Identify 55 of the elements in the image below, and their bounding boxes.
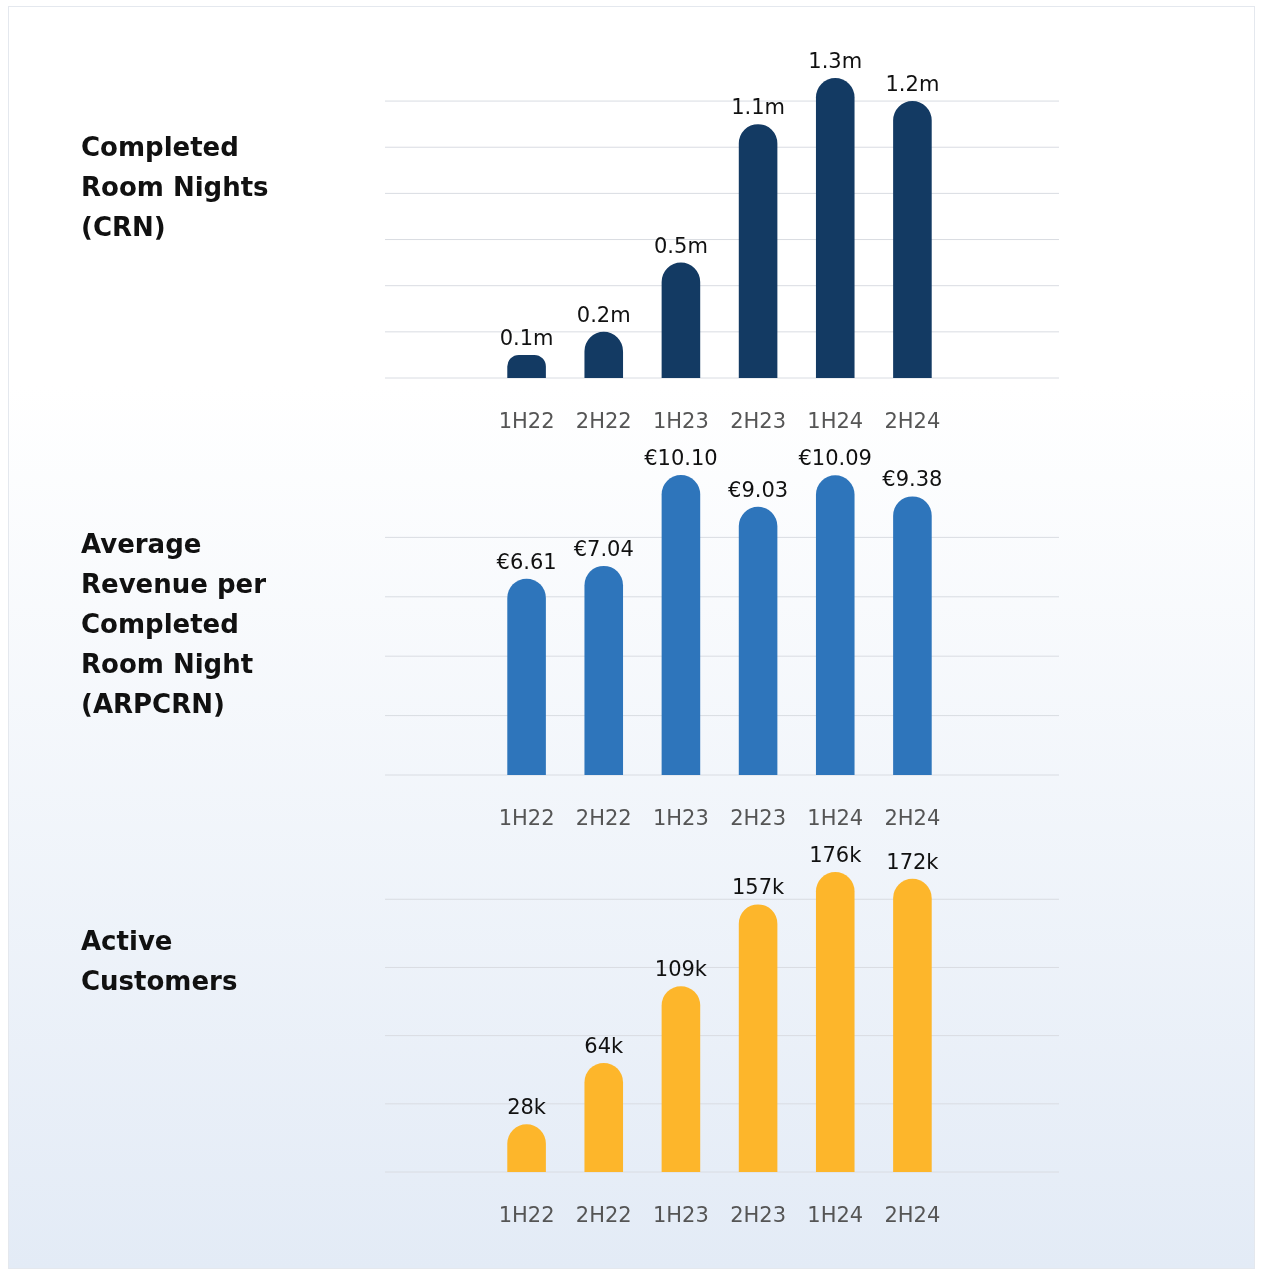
bar: [584, 565, 624, 775]
bar: [738, 124, 778, 378]
bar: [815, 872, 855, 1172]
data-label: €6.61: [496, 549, 557, 574]
bar: [661, 475, 701, 775]
data-label: €9.38: [882, 467, 943, 492]
data-label: 28k: [507, 1095, 547, 1120]
data-label: 0.1m: [499, 325, 554, 350]
bar: [815, 78, 855, 378]
x-tick-label: 1H24: [807, 806, 864, 831]
data-label: 172k: [886, 849, 940, 874]
data-label: €7.04: [573, 536, 634, 561]
bar: [893, 101, 932, 378]
data-label: €10.09: [798, 446, 872, 471]
data-label: 1.2m: [885, 72, 940, 97]
data-label: 1.1m: [731, 95, 786, 120]
bar: [507, 354, 546, 378]
bar: [738, 904, 778, 1172]
x-tick-label: 2H22: [575, 409, 632, 434]
x-tick-label: 2H23: [730, 409, 787, 434]
bar: [661, 262, 701, 378]
y-axis-title: Completed Room Nights (CRN): [81, 132, 269, 242]
y-axis-title: Average Revenue per Completed Room Night (ARPCRN): [81, 529, 267, 719]
data-label: 1.3m: [808, 49, 863, 73]
x-tick-label: 2H22: [575, 1203, 632, 1228]
data-label: €9.03: [728, 477, 789, 502]
x-tick-label: 2H24: [884, 1203, 941, 1228]
x-tick-label: 1H23: [652, 409, 709, 434]
x-tick-label: 2H22: [575, 806, 632, 831]
bar: [738, 506, 778, 775]
x-tick-label: 1H22: [498, 409, 555, 434]
bar: [815, 475, 855, 775]
bar: [661, 986, 701, 1172]
bar: [893, 878, 932, 1172]
x-tick-label: 1H23: [652, 806, 709, 831]
x-tick-label: 2H23: [730, 806, 787, 831]
x-tick-label: 1H23: [652, 1203, 709, 1228]
x-tick-label: 1H22: [498, 1203, 555, 1228]
bar: [507, 578, 546, 775]
bar: [584, 1062, 624, 1172]
x-tick-label: 2H24: [884, 806, 941, 831]
x-tick-label: 1H24: [807, 1203, 864, 1228]
data-label: 64k: [584, 1033, 625, 1058]
x-tick-label: 1H22: [498, 806, 555, 831]
bar: [893, 496, 932, 775]
x-tick-label: 2H24: [884, 409, 941, 434]
data-label: €10.10: [644, 446, 718, 470]
data-label: 176k: [809, 843, 863, 867]
data-label: 0.2m: [576, 302, 631, 327]
y-axis-title: Active Customers: [81, 926, 238, 996]
x-tick-label: 1H24: [807, 409, 864, 434]
x-tick-label: 2H23: [730, 1203, 787, 1228]
data-label: 109k: [654, 957, 708, 982]
data-label: 157k: [731, 875, 786, 900]
data-label: 0.5m: [653, 233, 708, 258]
